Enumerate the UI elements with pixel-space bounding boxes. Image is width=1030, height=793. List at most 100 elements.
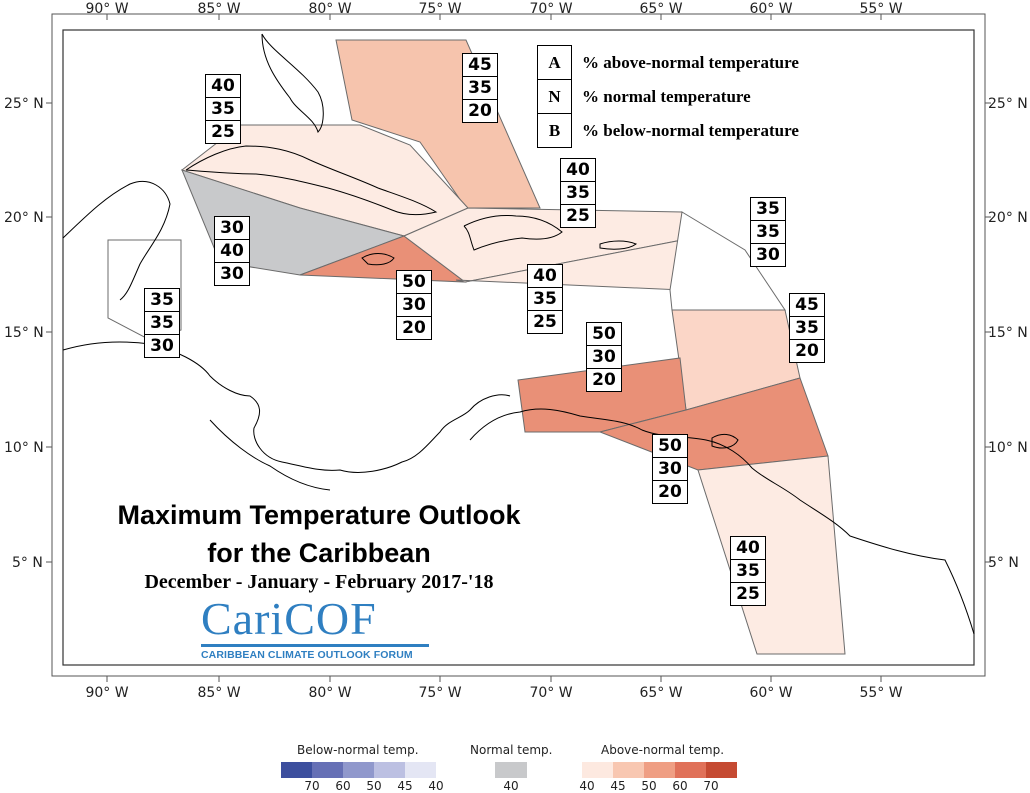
legend-desc-b: % below-normal temperature bbox=[582, 120, 799, 140]
colorbar-above-tick: 45 bbox=[610, 779, 626, 793]
prob-normal: 30 bbox=[587, 346, 621, 369]
colorbar-below-swatch bbox=[281, 762, 312, 778]
y-tick-right: 20° N bbox=[988, 210, 1028, 226]
prob-above: 45 bbox=[790, 294, 824, 317]
prob-normal: 35 bbox=[528, 288, 562, 311]
prob-below: 25 bbox=[211, 122, 235, 142]
legend-key-n: N bbox=[537, 79, 572, 114]
prob-below: 20 bbox=[468, 101, 492, 121]
prob-box-bahamas: 45 35 20 bbox=[462, 53, 498, 123]
y-tick-left: 20° N bbox=[4, 210, 44, 226]
prob-below: 25 bbox=[533, 312, 557, 332]
x-tick-bottom: 75° W bbox=[418, 685, 461, 701]
x-tick-top: 55° W bbox=[859, 1, 902, 17]
prob-above: 45 bbox=[463, 54, 497, 77]
prob-normal: 30 bbox=[653, 458, 687, 481]
x-tick-bottom: 85° W bbox=[197, 685, 240, 701]
x-tick-top: 85° W bbox=[197, 1, 240, 17]
coastlines bbox=[62, 33, 975, 635]
prob-normal: 40 bbox=[215, 240, 249, 263]
colorbar-below-tick: 45 bbox=[397, 779, 413, 793]
y-tick-left: 10° N bbox=[4, 440, 44, 456]
colorbar-below-tick: 40 bbox=[428, 779, 444, 793]
prob-below: 20 bbox=[795, 341, 819, 361]
map-title-line2: for the Caribbean bbox=[207, 538, 431, 568]
prob-above: 35 bbox=[145, 289, 179, 312]
tick-marks bbox=[46, 14, 991, 682]
colorbar-below-swatch bbox=[343, 762, 374, 778]
prob-below: 30 bbox=[220, 264, 244, 284]
colorbar-below-swatch bbox=[374, 762, 405, 778]
x-tick-top: 65° W bbox=[639, 1, 682, 17]
x-tick-bottom: 90° W bbox=[85, 685, 128, 701]
colorbar-below-tick: 70 bbox=[304, 779, 320, 793]
prob-above: 40 bbox=[206, 75, 240, 98]
prob-above: 30 bbox=[215, 217, 249, 240]
x-tick-bottom: 70° W bbox=[529, 685, 572, 701]
colorbar-above-swatch bbox=[613, 762, 644, 778]
x-tick-top: 80° W bbox=[308, 1, 351, 17]
hispaniola-outline bbox=[463, 215, 563, 251]
logo-subtitle: CARIBBEAN CLIMATE OUTLOOK FORUM bbox=[201, 649, 413, 661]
colorbar-above-tick: 60 bbox=[672, 779, 688, 793]
colorbar-above-title: Above-normal temp. bbox=[601, 743, 725, 757]
logo-underline bbox=[201, 644, 429, 647]
prob-box-belize: 35 35 30 bbox=[144, 288, 180, 358]
prob-box-central-caribbean: 40 35 25 bbox=[527, 264, 563, 334]
prob-above: 50 bbox=[587, 323, 621, 346]
prob-below: 20 bbox=[402, 318, 426, 338]
yucatan-coast bbox=[62, 181, 171, 301]
prob-box-trinidad: 50 30 20 bbox=[652, 434, 688, 504]
x-tick-bottom: 60° W bbox=[749, 685, 792, 701]
y-tick-right: 15° N bbox=[988, 325, 1028, 341]
colorbar-below-title: Below-normal temp. bbox=[297, 743, 419, 757]
axis-labels: 90° W 85° W 80° W 75° W 70° W 65° W 60° … bbox=[4, 1, 1028, 701]
season-label: December - January - February 2017-'18 bbox=[144, 571, 494, 593]
prob-box-cuba: 40 35 25 bbox=[205, 74, 241, 144]
prob-normal: 35 bbox=[790, 317, 824, 340]
prob-below: 25 bbox=[566, 206, 590, 226]
prob-normal: 35 bbox=[561, 182, 595, 205]
prob-below: 25 bbox=[736, 584, 760, 604]
colorbar-below-swatch bbox=[405, 762, 436, 778]
prob-above: 40 bbox=[528, 265, 562, 288]
y-tick-left: 15° N bbox=[4, 325, 44, 341]
prob-box-abc: 50 30 20 bbox=[586, 322, 622, 392]
central-america-coast bbox=[62, 341, 511, 473]
prob-below: 30 bbox=[150, 336, 174, 356]
colorbar-above-tick: 70 bbox=[703, 779, 719, 793]
cuba-outline bbox=[185, 145, 438, 216]
colorbar-normal-swatch bbox=[495, 762, 527, 778]
legend-desc-a: % above-normal temperature bbox=[582, 52, 799, 72]
prob-normal: 35 bbox=[206, 98, 240, 121]
colorbar-below-tick: 60 bbox=[335, 779, 351, 793]
title-mask bbox=[64, 492, 574, 660]
abn-legend: A % above-normal temperature N % normal … bbox=[537, 45, 800, 148]
y-tick-right: 5° N bbox=[988, 555, 1019, 571]
prob-box-leeward-n: 35 35 30 bbox=[750, 197, 786, 267]
jamaica-outline bbox=[361, 253, 395, 266]
x-tick-top: 75° W bbox=[418, 1, 461, 17]
x-tick-bottom: 55° W bbox=[859, 685, 902, 701]
y-tick-left: 25° N bbox=[4, 96, 44, 112]
legend-key-b: B bbox=[537, 113, 572, 148]
prob-above: 40 bbox=[561, 159, 595, 182]
prob-normal: 35 bbox=[731, 560, 765, 583]
map-title: Maximum Temperature Outlook bbox=[117, 500, 521, 530]
x-tick-top: 70° W bbox=[529, 1, 572, 17]
logo-wordmark: CariCOF bbox=[201, 593, 377, 644]
forecast-zones bbox=[107, 39, 846, 655]
prob-above: 50 bbox=[653, 435, 687, 458]
x-tick-top: 90° W bbox=[85, 1, 128, 17]
prob-normal: 35 bbox=[751, 221, 785, 244]
caricof-logo: CariCOF CARIBBEAN CLIMATE OUTLOOK FORUM bbox=[201, 595, 433, 661]
prob-box-hispaniola: 40 35 25 bbox=[560, 158, 596, 228]
legend-key-a: A bbox=[537, 45, 572, 80]
prob-above: 50 bbox=[397, 271, 431, 294]
colorbar-above-tick: 40 bbox=[579, 779, 595, 793]
colorbar-above-tick: 50 bbox=[641, 779, 657, 793]
prob-box-windward: 45 35 20 bbox=[789, 293, 825, 363]
prob-below: 20 bbox=[592, 370, 616, 390]
colorbar-below-swatch bbox=[312, 762, 343, 778]
